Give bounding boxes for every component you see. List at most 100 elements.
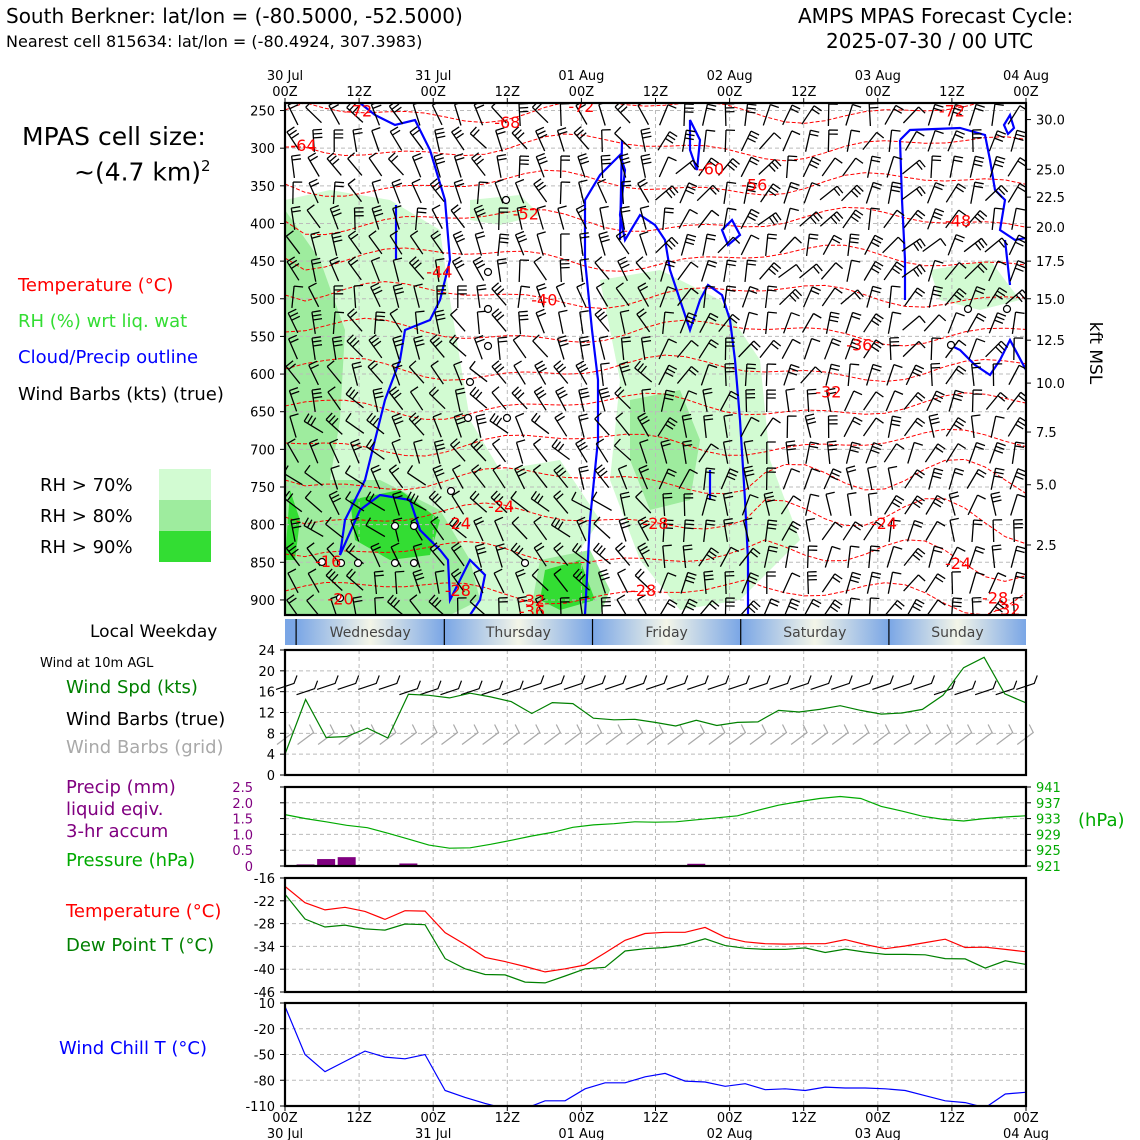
wind-barb [598,387,611,412]
temperature-contour [285,317,1026,347]
wind-barb [741,494,759,516]
wind-barb [391,361,403,386]
wind-barb [784,545,799,569]
wind-barb [1007,417,1026,437]
cell-size-label: MPAS cell size: [22,122,206,151]
wind-barb [928,467,944,490]
wind-barb [759,262,782,280]
wind-barb [703,467,716,490]
precip-bar [337,857,356,866]
wind-barb [374,596,384,615]
wind-barb-true [789,675,812,691]
wind-barb [930,362,941,387]
wind-barb [951,571,961,595]
top-hour-label: 12Z [495,85,521,100]
wind-barb [1008,364,1026,386]
wind-barb [593,516,611,539]
wind-barb [744,103,757,126]
wind-barb [637,282,650,307]
wind-barb [327,386,342,411]
wind-barb [514,464,527,490]
wind-barb [333,285,344,309]
wind-barb [786,415,797,439]
wind-barb [291,285,304,308]
wind-barb [474,543,487,568]
bottom-hour-label: 00Z [569,1111,595,1126]
precip-bar [687,863,706,866]
wind-barb [473,334,485,360]
wind-barb [659,286,677,308]
wind-barb [390,542,402,568]
wind-barb [863,313,884,333]
wind-barb [349,438,363,464]
wind-barb-grid [708,724,726,746]
wind-barb [723,285,736,308]
wind-barb [882,236,905,254]
temp-tick-label: -34 [254,940,275,955]
wind-barb [451,464,464,489]
wind-barb [701,103,717,126]
calm-wind-circle [409,521,419,531]
wind-barb [515,439,526,464]
wind-barb [413,283,423,308]
wind-barb [352,127,363,153]
wind-barb [887,571,902,594]
wind-barb [743,465,755,490]
wind-barb [534,360,547,385]
wind-barb [1011,311,1025,334]
wind-barb [553,490,569,514]
wind-barb [925,494,946,515]
wind-barb [764,285,778,308]
top-hour-label: 00Z [1013,85,1039,100]
wind-barb [367,360,384,384]
wind-barb [406,491,427,511]
wind-barb [948,491,960,516]
wind-barb [326,360,342,384]
wind-barb [702,233,717,256]
wind-barb-true [584,675,607,691]
wind-barb-grid [605,724,623,746]
wind-barb [658,156,677,178]
wind-barb [847,233,860,256]
wind-barb [434,309,446,334]
bottom-hour-label: 00Z [272,1111,298,1126]
wind-barb [290,206,301,231]
wind-barb [781,520,801,541]
wind-barb [719,390,740,412]
wind-barb [765,363,777,387]
wind-barb [866,285,882,308]
wind-barb [289,413,299,438]
wind-barb [518,155,530,179]
wind-barb [637,594,648,615]
wind-barb [347,308,363,332]
temperature-label: -72 [346,102,372,121]
wind-barb [303,413,324,434]
wind-barb [677,261,699,281]
wind-barb [682,544,693,568]
wind-barb-true [337,675,360,691]
wind-barb [927,103,944,126]
wind-barb [987,599,1008,615]
wind-barb [350,516,360,542]
wind-barb [659,572,677,594]
temp-tick-label: -28 [254,918,275,933]
wind-barb [724,337,735,361]
wind-barb [845,571,862,594]
wind-barb [805,441,820,464]
wind-barb [886,363,903,386]
wind-barb [991,544,1002,568]
wind-barb [448,516,467,539]
wind-barb-true [728,675,750,691]
weekday-name: Friday [645,625,687,641]
wind-barb [619,309,630,334]
wind-barb [368,334,383,359]
weekday-name: Wednesday [330,625,411,641]
wind-barb [845,311,862,334]
wind-barb [802,156,822,178]
wind-barb [863,391,884,411]
wind-barb-true [604,675,627,691]
wind-barb [554,412,568,437]
wind-barb [366,412,385,435]
calm-wind-circle [946,340,956,350]
